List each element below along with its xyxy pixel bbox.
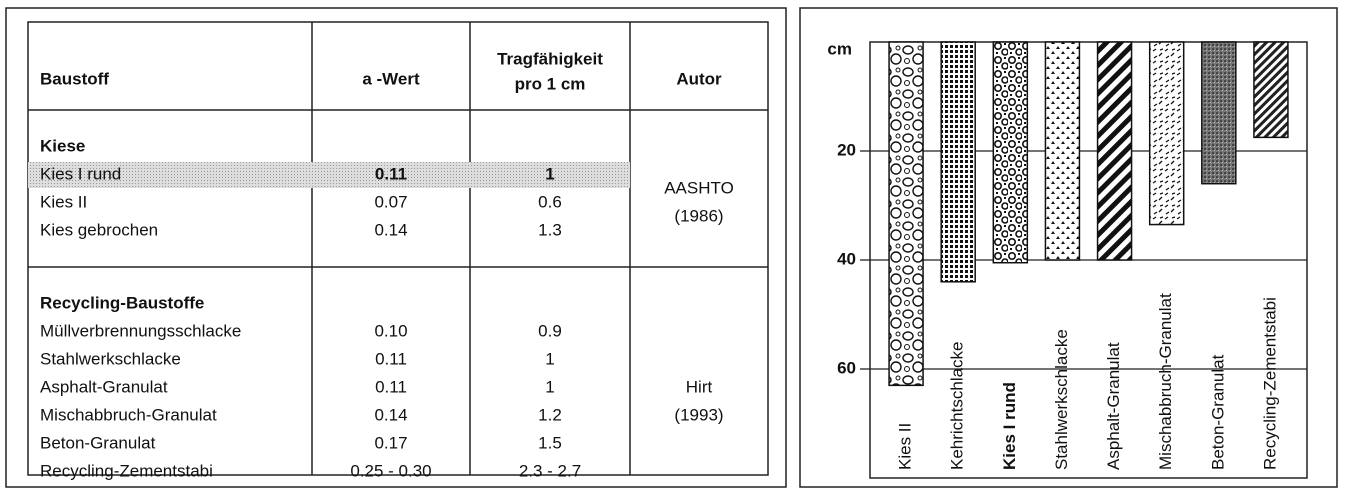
table-cell: 0.14 [374,220,407,239]
table-cell: 0.25 - 0.30 [350,461,431,480]
column-header: pro 1 cm [515,74,586,93]
y-tick-label: 20 [837,140,856,159]
x-tick-label: Beton-Granulat [1208,354,1227,470]
column-header: a -Wert [362,69,420,88]
bar [888,41,924,387]
highlight-row [28,162,630,188]
table-cell: 0.9 [538,321,562,340]
table-cell: Beton-Granulat [40,433,156,452]
group-title: Kiese [40,136,85,155]
bar [940,41,976,283]
x-tick-label: Mischabbruch-Granulat [1156,293,1175,470]
y-tick-label: 40 [837,249,856,268]
x-tick-label: Asphalt-Granulat [1104,342,1123,470]
table-cell: 0.11 [375,349,407,368]
table-cell: 0.07 [374,192,407,211]
column-header: Autor [676,69,722,88]
table-cell: Kies gebrochen [40,220,158,239]
x-tick-label: Stahlwerkschlacke [1052,329,1071,470]
table-cell: 1.3 [538,220,562,239]
table-cell: Müllverbrennungsschlacke [40,321,241,340]
table-cell: 1 [545,377,554,396]
x-tick-label: Recycling-Zementstabi [1260,297,1279,470]
bar [1096,41,1133,261]
x-tick-label: Kehrichtschlacke [948,341,967,470]
table-cell: Recycling-Zementstabi [40,461,213,480]
x-tick-label: Kies II [896,423,915,470]
table-border [27,21,769,476]
table-cell: Kies I rund [40,164,121,183]
table-cell: 0.14 [374,405,407,424]
table-cell: 0.6 [538,192,562,211]
table-cell: 0.11 [375,377,407,396]
table-cell: 0.11 [375,164,407,183]
bar [1044,41,1081,261]
table-frame [5,7,787,488]
chart-frame [799,7,1338,488]
table-cell: 0.17 [374,433,407,452]
table-cell: 1.5 [538,433,562,452]
table-cell: Mischabbruch-Granulat [40,405,217,424]
table-cell: 2.3 - 2.7 [519,461,581,480]
bar [992,41,1029,264]
table-cell: Kies II [40,192,87,211]
author: AASHTO [664,178,734,197]
table-cell: Stahlwerkschlacke [40,349,181,368]
table-cell: 0.10 [374,321,407,340]
bar [1148,41,1185,226]
author: (1993) [674,405,723,424]
bar [1253,41,1289,139]
table-cell: 1 [545,349,554,368]
column-header: Baustoff [40,69,109,88]
table: Baustoff a -Wert Tragfähigkeit pro 1 cm Auto… [28,22,768,480]
table-cell: Asphalt-Granulat [40,377,168,396]
x-tick-label: Kies I rund [1000,382,1019,470]
table-cell: 1.2 [538,405,562,424]
plot-border [869,41,1308,479]
chart: cm 20 40 60 Kies II Kehrichtschlacke Kies I ru… [827,39,1308,479]
author: Hirt [686,377,713,396]
table-cell: 1 [545,164,554,183]
bar [1201,41,1237,185]
column-header: Tragfähigkeit [497,49,603,68]
group-title: Recycling-Baustoffe [40,293,204,312]
y-tick-label: 60 [837,358,856,377]
y-axis-label: cm [827,39,852,58]
author: (1986) [674,206,723,225]
